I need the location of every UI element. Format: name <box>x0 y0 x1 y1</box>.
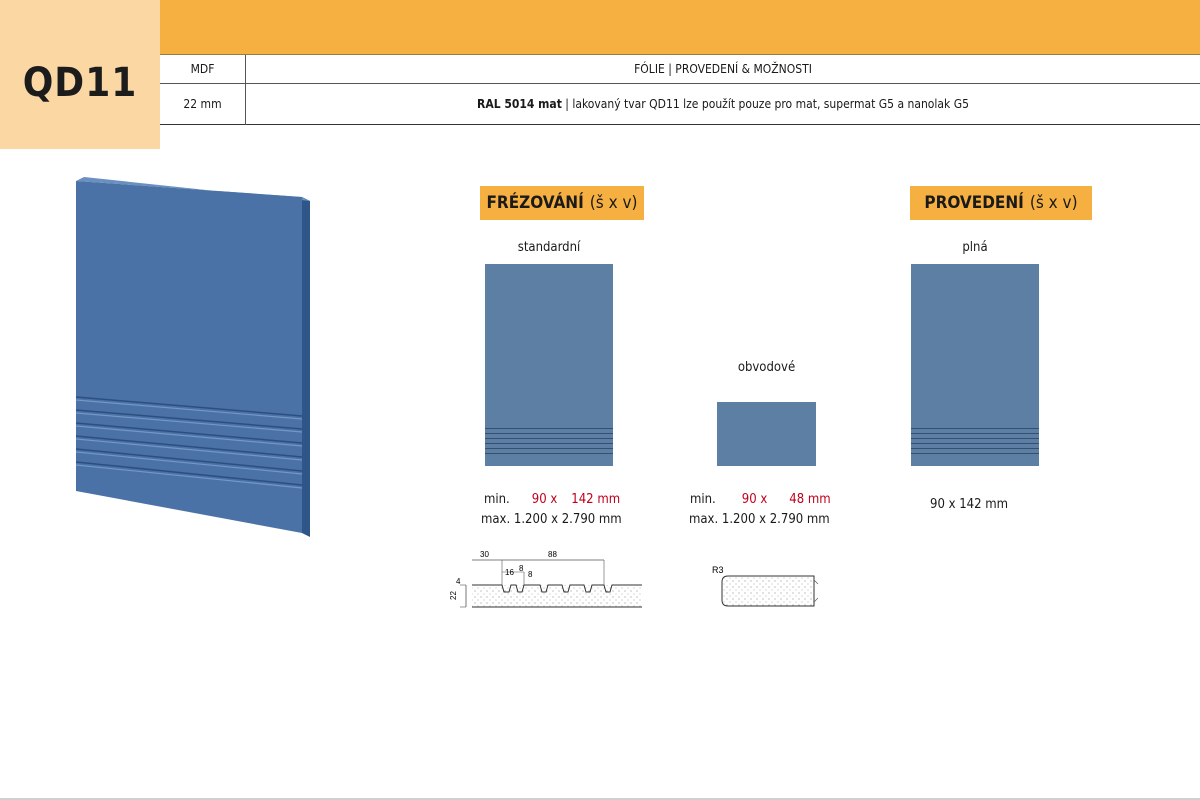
dim-30: 30 <box>480 550 489 559</box>
design-title-unit: (š x v) <box>1029 193 1078 213</box>
table-divider <box>160 83 1200 84</box>
dim-88: 88 <box>548 550 557 559</box>
perimeter-dimensions: min. 90 x 48 mm max. 1.200 x 2.790 mm <box>689 490 850 530</box>
product-code: QD11 <box>22 60 138 106</box>
door-side-edge <box>302 197 310 537</box>
standard-max: max. 1.200 x 2.790 mm <box>481 512 622 527</box>
standard-panel <box>485 264 613 466</box>
perimeter-panel <box>717 402 816 466</box>
dim-4: 4 <box>456 577 461 586</box>
dim-16: 16 <box>505 568 514 577</box>
perimeter-max: max. 1.200 x 2.790 mm <box>689 512 830 527</box>
foil-value: RAL 5014 mat | lakovaný tvar QD11 lze po… <box>246 84 1200 124</box>
design-title: PROVEDENÍ (š x v) <box>910 186 1092 220</box>
perimeter-profile-drawing: R3 <box>712 565 819 607</box>
mdf-value: 22 mm <box>183 97 222 111</box>
solid-label: plná <box>962 240 988 255</box>
milling-title: FRÉZOVÁNÍ (š x v) <box>480 186 644 220</box>
perimeter-label: obvodové <box>737 360 796 375</box>
standard-panel-grooves <box>485 428 613 458</box>
perimeter-min-height: 48 mm <box>789 492 831 507</box>
door-front <box>76 181 302 533</box>
dim-8a: 8 <box>519 564 524 573</box>
standard-min-width: 90 x <box>531 492 558 507</box>
standard-min-height: 142 mm <box>571 492 621 507</box>
page-bottom-rule <box>0 798 1200 800</box>
radius-label: R3 <box>712 565 724 575</box>
door-illustration <box>75 177 310 537</box>
profile-top-edge <box>472 584 642 593</box>
milling-title-text: FRÉZOVÁNÍ <box>486 193 584 213</box>
solid-size: 90 x 142 mm <box>930 497 1009 512</box>
foil-description: | lakovaný tvar QD11 lze použít pouze pr… <box>561 97 969 111</box>
perimeter-min-width: 90 x <box>741 492 768 507</box>
dim-8b: 8 <box>528 570 533 579</box>
table-column-divider <box>245 55 246 125</box>
header-band <box>160 0 1200 55</box>
ral-color: RAL 5014 mat <box>477 97 562 111</box>
standard-profile-drawing: 30 88 16 8 8 4 22 <box>449 550 642 608</box>
standard-dimensions: min. 90 x 142 mm max. 1.200 x 2.790 mm <box>481 490 644 530</box>
milling-title-unit: (š x v) <box>589 193 638 213</box>
spec-table: MDF FÓLIE | PROVEDENÍ & MOŽNOSTI 22 mm R… <box>160 55 1200 125</box>
solid-panel-grooves <box>911 428 1039 458</box>
mdf-header: MDF <box>190 62 215 76</box>
profile-fill <box>472 585 642 607</box>
standard-min-prefix: min. <box>484 492 510 507</box>
solid-panel <box>911 264 1039 466</box>
perimeter-profile-shape <box>721 575 815 607</box>
door-grooves <box>75 396 303 489</box>
design-title-text: PROVEDENÍ <box>924 193 1024 213</box>
standard-label: standardní <box>517 240 581 255</box>
foil-header: FÓLIE | PROVEDENÍ & MOŽNOSTI <box>634 62 812 76</box>
perimeter-min-prefix: min. <box>690 492 716 507</box>
table-bottom-rule <box>160 124 1200 125</box>
code-box <box>0 0 160 149</box>
door-top-edge <box>76 177 310 201</box>
dim-22: 22 <box>449 591 458 600</box>
